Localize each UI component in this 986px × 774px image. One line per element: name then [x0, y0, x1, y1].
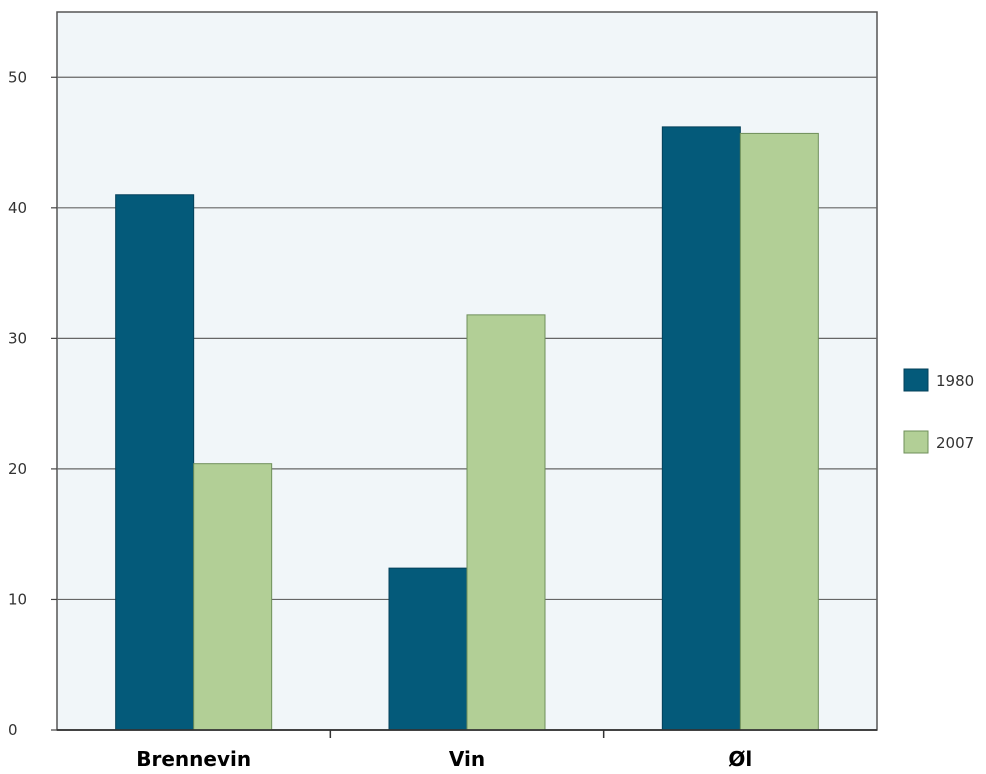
bar-2007-Øl	[739, 132, 819, 731]
legend: 1980 2007	[903, 368, 974, 454]
bar-2007-Brennevin	[193, 463, 273, 731]
y-tick-label: 50	[8, 68, 27, 86]
legend-label: 1980	[936, 372, 974, 390]
legend-swatch	[903, 430, 929, 454]
y-tick-labels: 0 10 20 30 40 50	[8, 68, 27, 739]
y-tick-label: 30	[8, 329, 27, 347]
bar-1980-Øl	[661, 126, 741, 731]
bar-1980-Brennevin	[115, 194, 195, 731]
y-tick-label: 20	[8, 460, 27, 478]
y-tick-label: 10	[8, 590, 27, 608]
bars	[115, 126, 819, 731]
axes	[51, 76, 877, 738]
category-labels: Brennevin Vin Øl	[136, 747, 752, 771]
category-label: Vin	[449, 747, 485, 771]
y-tick-label: 0	[8, 721, 18, 739]
bar-1980-Vin	[388, 567, 468, 731]
category-label: Øl	[728, 747, 752, 771]
legend-swatch	[903, 368, 929, 392]
category-label: Brennevin	[136, 747, 251, 771]
legend-label: 2007	[936, 434, 974, 452]
bar-2007-Vin	[466, 314, 546, 731]
y-tick-label: 40	[8, 199, 27, 217]
